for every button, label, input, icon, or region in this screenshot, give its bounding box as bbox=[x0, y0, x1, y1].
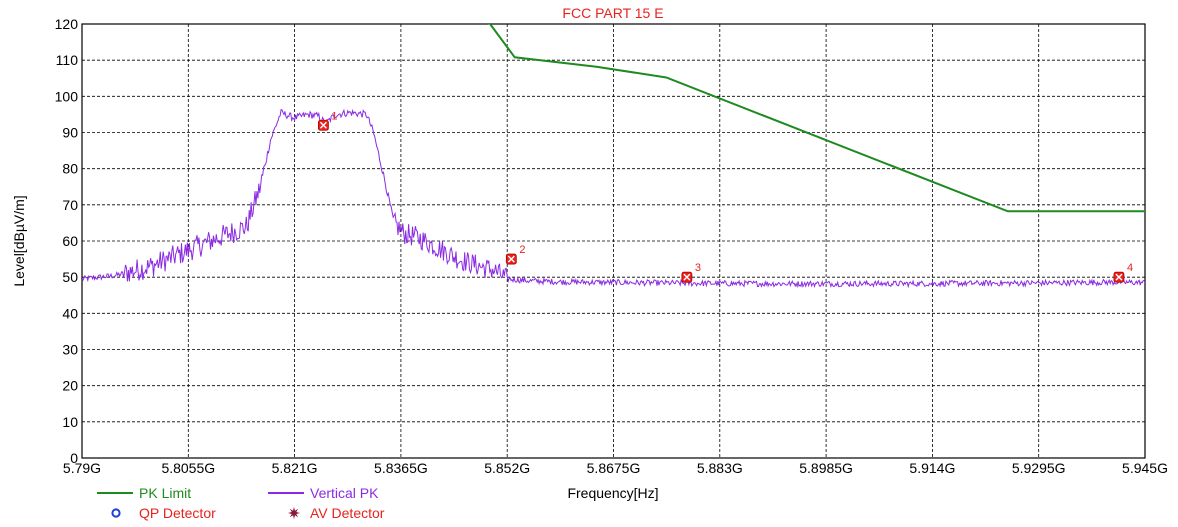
x-tick-label: 5.79G bbox=[63, 460, 101, 476]
x-tick-label: 5.821G bbox=[272, 460, 318, 476]
x-tick-label: 5.8055G bbox=[161, 460, 215, 476]
series-layer bbox=[82, 24, 1145, 289]
legend-label: Vertical PK bbox=[310, 485, 379, 501]
legend-label: QP Detector bbox=[139, 505, 216, 521]
y-tick-label: 90 bbox=[62, 125, 78, 141]
marker-4: 4 bbox=[1113, 262, 1133, 283]
y-tick-label: 60 bbox=[62, 233, 78, 249]
y-axis-label: Level[dBµV/m] bbox=[11, 195, 27, 286]
x-tick-label: 5.8365G bbox=[374, 460, 428, 476]
legend-label: AV Detector bbox=[310, 505, 385, 521]
series-line-vertical-pk bbox=[82, 108, 1145, 289]
marker-label: 3 bbox=[695, 262, 701, 274]
legend-item: Vertical PK bbox=[268, 485, 379, 501]
y-tick-label: 20 bbox=[62, 378, 78, 394]
marker-label: 2 bbox=[519, 244, 525, 256]
x-axis-ticks: 5.79G 5.8055G 5.821G 5.8365G 5.852G 5.8675G 5.… bbox=[63, 460, 1168, 476]
y-tick-label: 70 bbox=[62, 197, 78, 213]
x-tick-label: 5.883G bbox=[697, 460, 743, 476]
legend: PK Limit Vertical PK QP Detector AV Detecto… bbox=[97, 485, 385, 521]
y-axis-ticks: 0 10 20 30 40 50 60 70 80 90 100 110 120 bbox=[55, 16, 79, 466]
x-tick-label: 5.914G bbox=[909, 460, 955, 476]
y-tick-label: 0 bbox=[70, 450, 78, 466]
y-tick-label: 100 bbox=[55, 88, 79, 104]
y-tick-label: 50 bbox=[62, 269, 78, 285]
marker-2: 2 bbox=[505, 244, 525, 265]
x-tick-label: 5.9295G bbox=[1012, 460, 1066, 476]
legend-swatch bbox=[288, 507, 300, 519]
marker-label: 4 bbox=[1127, 262, 1133, 274]
y-tick-label: 40 bbox=[62, 305, 78, 321]
marker-1: 1 bbox=[318, 110, 338, 131]
legend-item: PK Limit bbox=[97, 485, 191, 501]
legend-item: AV Detector bbox=[288, 505, 385, 521]
x-tick-label: 5.8675G bbox=[587, 460, 641, 476]
x-axis-label: Frequency[Hz] bbox=[567, 485, 658, 501]
series-line-pk-limit bbox=[487, 24, 1145, 213]
x-tick-label: 5.852G bbox=[484, 460, 530, 476]
marker-3: 3 bbox=[681, 262, 701, 283]
marker-layer: 1 2 3 4 bbox=[318, 110, 1133, 283]
grid bbox=[81, 23, 1146, 459]
legend-item: QP Detector bbox=[111, 505, 216, 521]
x-tick-label: 5.8985G bbox=[799, 460, 853, 476]
y-tick-label: 120 bbox=[55, 16, 79, 32]
x-tick-label: 5.945G bbox=[1122, 460, 1168, 476]
chart-title: FCC PART 15 E bbox=[562, 5, 663, 21]
marker-label: 1 bbox=[331, 110, 337, 122]
legend-label: PK Limit bbox=[139, 485, 191, 501]
y-tick-label: 80 bbox=[62, 161, 78, 177]
legend-swatch bbox=[111, 508, 121, 518]
y-tick-label: 110 bbox=[56, 52, 79, 68]
y-tick-label: 30 bbox=[62, 342, 78, 358]
y-tick-label: 10 bbox=[62, 414, 78, 430]
